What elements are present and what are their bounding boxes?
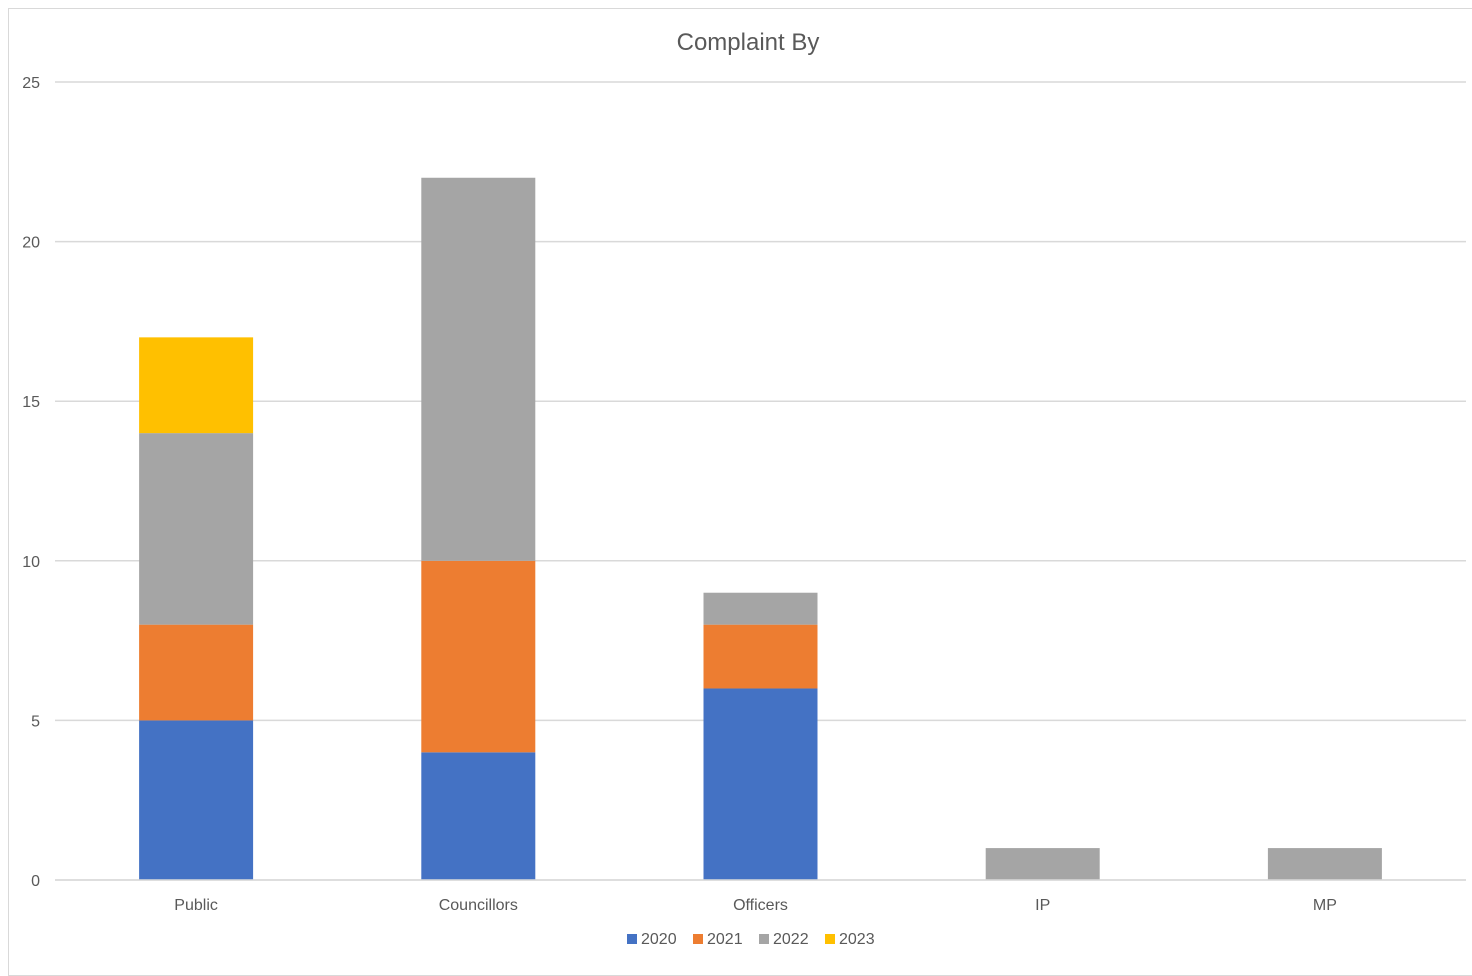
bar-segment [703,592,818,625]
y-tick-label: 15 [22,394,40,411]
legend-swatch [825,934,835,944]
bar-segment [1267,848,1382,880]
y-tick-label: 5 [31,713,40,730]
y-axis-ticks: 0 5 10 15 20 25 [22,75,40,890]
bar-segment [139,337,254,434]
y-tick-label: 20 [22,235,40,252]
y-tick-label: 25 [22,75,40,92]
x-tick-label: MP [1313,897,1337,914]
x-tick-label: Councillors [439,897,518,914]
x-axis-ticks: Public Councillors Officers IP MP [174,897,1337,914]
legend-swatch [759,934,769,944]
bar-segment [421,177,536,561]
legend-label: 2020 [641,931,677,948]
legend-label: 2023 [839,931,875,948]
bars [55,177,1466,881]
bar-segment [703,688,818,880]
bar-segment [139,720,254,880]
chart-title: Complaint By [677,29,820,56]
legend: 2020 2021 2022 2023 [627,931,875,948]
legend-label: 2022 [773,931,809,948]
bar-segment [703,624,818,689]
bar-segment [421,752,536,880]
bar-segment [139,624,254,721]
legend-swatch [693,934,703,944]
bar-segment [421,560,536,753]
bar-segment [139,433,254,625]
x-tick-label: Public [174,897,218,914]
x-tick-label: IP [1035,897,1050,914]
y-tick-label: 0 [31,873,40,890]
legend-swatch [627,934,637,944]
legend-label: 2021 [707,931,743,948]
x-tick-label: Officers [733,897,788,914]
y-tick-label: 10 [22,554,40,571]
bar-segment [985,848,1100,880]
